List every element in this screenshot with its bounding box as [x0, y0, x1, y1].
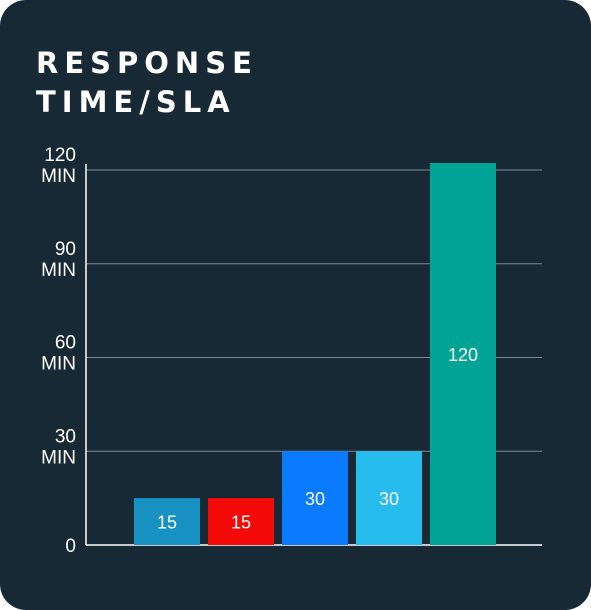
y-tick-label-line: MIN	[41, 447, 76, 468]
bar	[134, 498, 200, 545]
bar-labels: 15 15 30 30 120	[157, 345, 478, 533]
y-tick-label: 90 MIN	[41, 239, 76, 281]
y-tick-label-line: 90	[55, 239, 76, 260]
y-tick-label: 0	[65, 536, 76, 557]
bar-value-label: 15	[231, 513, 251, 533]
y-tick-label-line: MIN	[41, 166, 76, 187]
chart-title-line-1: RESPONSE	[36, 46, 258, 80]
bar	[208, 498, 274, 545]
bar-value-label: 30	[305, 489, 325, 509]
y-tick-label: 120 MIN	[41, 145, 76, 187]
chart-title: RESPONSE TIME/SLA	[36, 44, 456, 122]
bar-value-label: 30	[379, 489, 399, 509]
bar	[430, 163, 496, 545]
y-tick-label-line: 30	[55, 426, 76, 447]
y-tick-label-line: 60	[55, 333, 76, 354]
y-tick-label-line: MIN	[41, 354, 76, 375]
y-tick-label: 30 MIN	[41, 426, 76, 468]
y-tick-label-line: 120	[44, 145, 76, 166]
y-tick-label: 60 MIN	[41, 333, 76, 375]
y-tick-label-line: MIN	[41, 260, 76, 281]
y-tick-label-line: 0	[65, 536, 76, 557]
bar-value-label: 120	[448, 345, 478, 365]
bar	[356, 451, 422, 545]
bar-value-label: 15	[157, 513, 177, 533]
bars	[134, 163, 496, 545]
chart-title-line-2: TIME/SLA	[36, 85, 236, 119]
bar	[282, 451, 348, 545]
